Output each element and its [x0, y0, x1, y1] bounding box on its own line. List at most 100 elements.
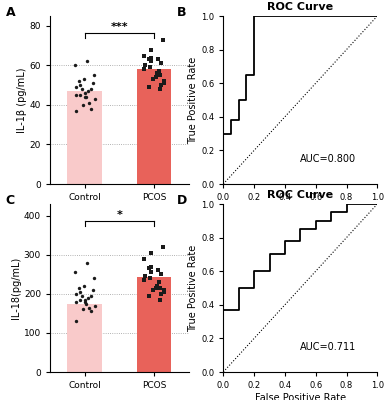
Point — [161, 289, 167, 295]
Point — [155, 267, 161, 274]
Point — [153, 285, 159, 291]
Point — [147, 64, 153, 70]
Point — [148, 54, 154, 61]
Title: ROC Curve: ROC Curve — [267, 190, 333, 200]
Point — [160, 244, 166, 250]
Text: ***: *** — [110, 22, 128, 32]
Point — [80, 102, 87, 108]
Point — [72, 62, 78, 69]
Point — [73, 92, 79, 98]
Point — [161, 78, 167, 84]
Point — [160, 36, 166, 43]
Point — [148, 46, 154, 53]
Point — [148, 250, 154, 256]
Bar — [67, 91, 102, 184]
Y-axis label: IL-1β (pg/mL): IL-1β (pg/mL) — [17, 67, 27, 133]
X-axis label: False Positive Rate: False Positive Rate — [255, 393, 346, 400]
Point — [150, 287, 156, 293]
Point — [141, 52, 147, 59]
Point — [77, 92, 83, 98]
Point — [157, 72, 163, 78]
Point — [141, 277, 147, 283]
Point — [146, 84, 152, 90]
Text: AUC=0.800: AUC=0.800 — [300, 154, 357, 164]
Point — [157, 285, 163, 291]
Title: ROC Curve: ROC Curve — [267, 2, 333, 12]
Point — [87, 308, 94, 315]
Point — [82, 299, 88, 306]
Text: AUC=0.711: AUC=0.711 — [300, 342, 357, 352]
Point — [147, 275, 153, 282]
Point — [76, 78, 82, 84]
Point — [142, 62, 148, 69]
Point — [146, 293, 152, 299]
Point — [77, 296, 83, 303]
Point — [161, 80, 167, 86]
Text: B: B — [177, 6, 187, 19]
Bar — [67, 304, 102, 372]
Point — [80, 76, 87, 82]
Point — [77, 82, 84, 88]
Y-axis label: True Positive Rate: True Positive Rate — [188, 56, 198, 144]
Point — [79, 86, 85, 92]
Point — [86, 100, 92, 106]
Point — [156, 279, 162, 285]
Point — [90, 287, 96, 293]
Point — [82, 94, 88, 100]
Point — [148, 58, 154, 65]
Point — [73, 291, 79, 297]
Point — [92, 302, 98, 309]
Point — [155, 56, 161, 63]
Point — [90, 80, 96, 86]
Point — [73, 84, 79, 90]
Point — [85, 294, 92, 301]
Point — [157, 296, 163, 303]
Point — [158, 60, 164, 67]
Point — [77, 289, 84, 295]
Text: D: D — [177, 194, 187, 207]
X-axis label: False Positive Rate: False Positive Rate — [255, 205, 346, 215]
Point — [76, 285, 82, 291]
Point — [82, 300, 89, 307]
Point — [82, 90, 88, 96]
Y-axis label: True Positive Rate: True Positive Rate — [188, 244, 198, 332]
Point — [73, 108, 79, 114]
Point — [158, 82, 164, 88]
Point — [73, 298, 79, 305]
Text: A: A — [6, 6, 15, 19]
Point — [84, 58, 90, 65]
Point — [156, 68, 162, 74]
Y-axis label: IL-18(pg/mL): IL-18(pg/mL) — [11, 257, 21, 319]
Point — [142, 273, 148, 280]
Point — [79, 293, 85, 299]
Point — [72, 269, 78, 276]
Point — [85, 88, 92, 94]
Point — [141, 66, 147, 72]
Point — [80, 283, 87, 289]
Bar — [137, 277, 171, 372]
Point — [146, 265, 152, 272]
Point — [88, 293, 94, 299]
Point — [154, 283, 160, 289]
Point — [154, 70, 160, 76]
Point — [146, 56, 152, 63]
Point — [150, 76, 156, 82]
Point — [158, 291, 164, 297]
Point — [161, 287, 167, 293]
Point — [90, 72, 97, 78]
Point — [86, 304, 92, 311]
Point — [153, 74, 159, 80]
Point — [82, 94, 89, 100]
Point — [84, 260, 90, 266]
Point — [148, 263, 154, 270]
Point — [73, 318, 79, 324]
Point — [92, 96, 98, 102]
Point — [82, 296, 88, 303]
Point — [157, 86, 163, 92]
Text: C: C — [6, 194, 15, 207]
Point — [158, 271, 164, 278]
Point — [80, 306, 87, 313]
Text: *: * — [116, 210, 122, 220]
Point — [90, 275, 97, 282]
Bar — [137, 69, 171, 184]
